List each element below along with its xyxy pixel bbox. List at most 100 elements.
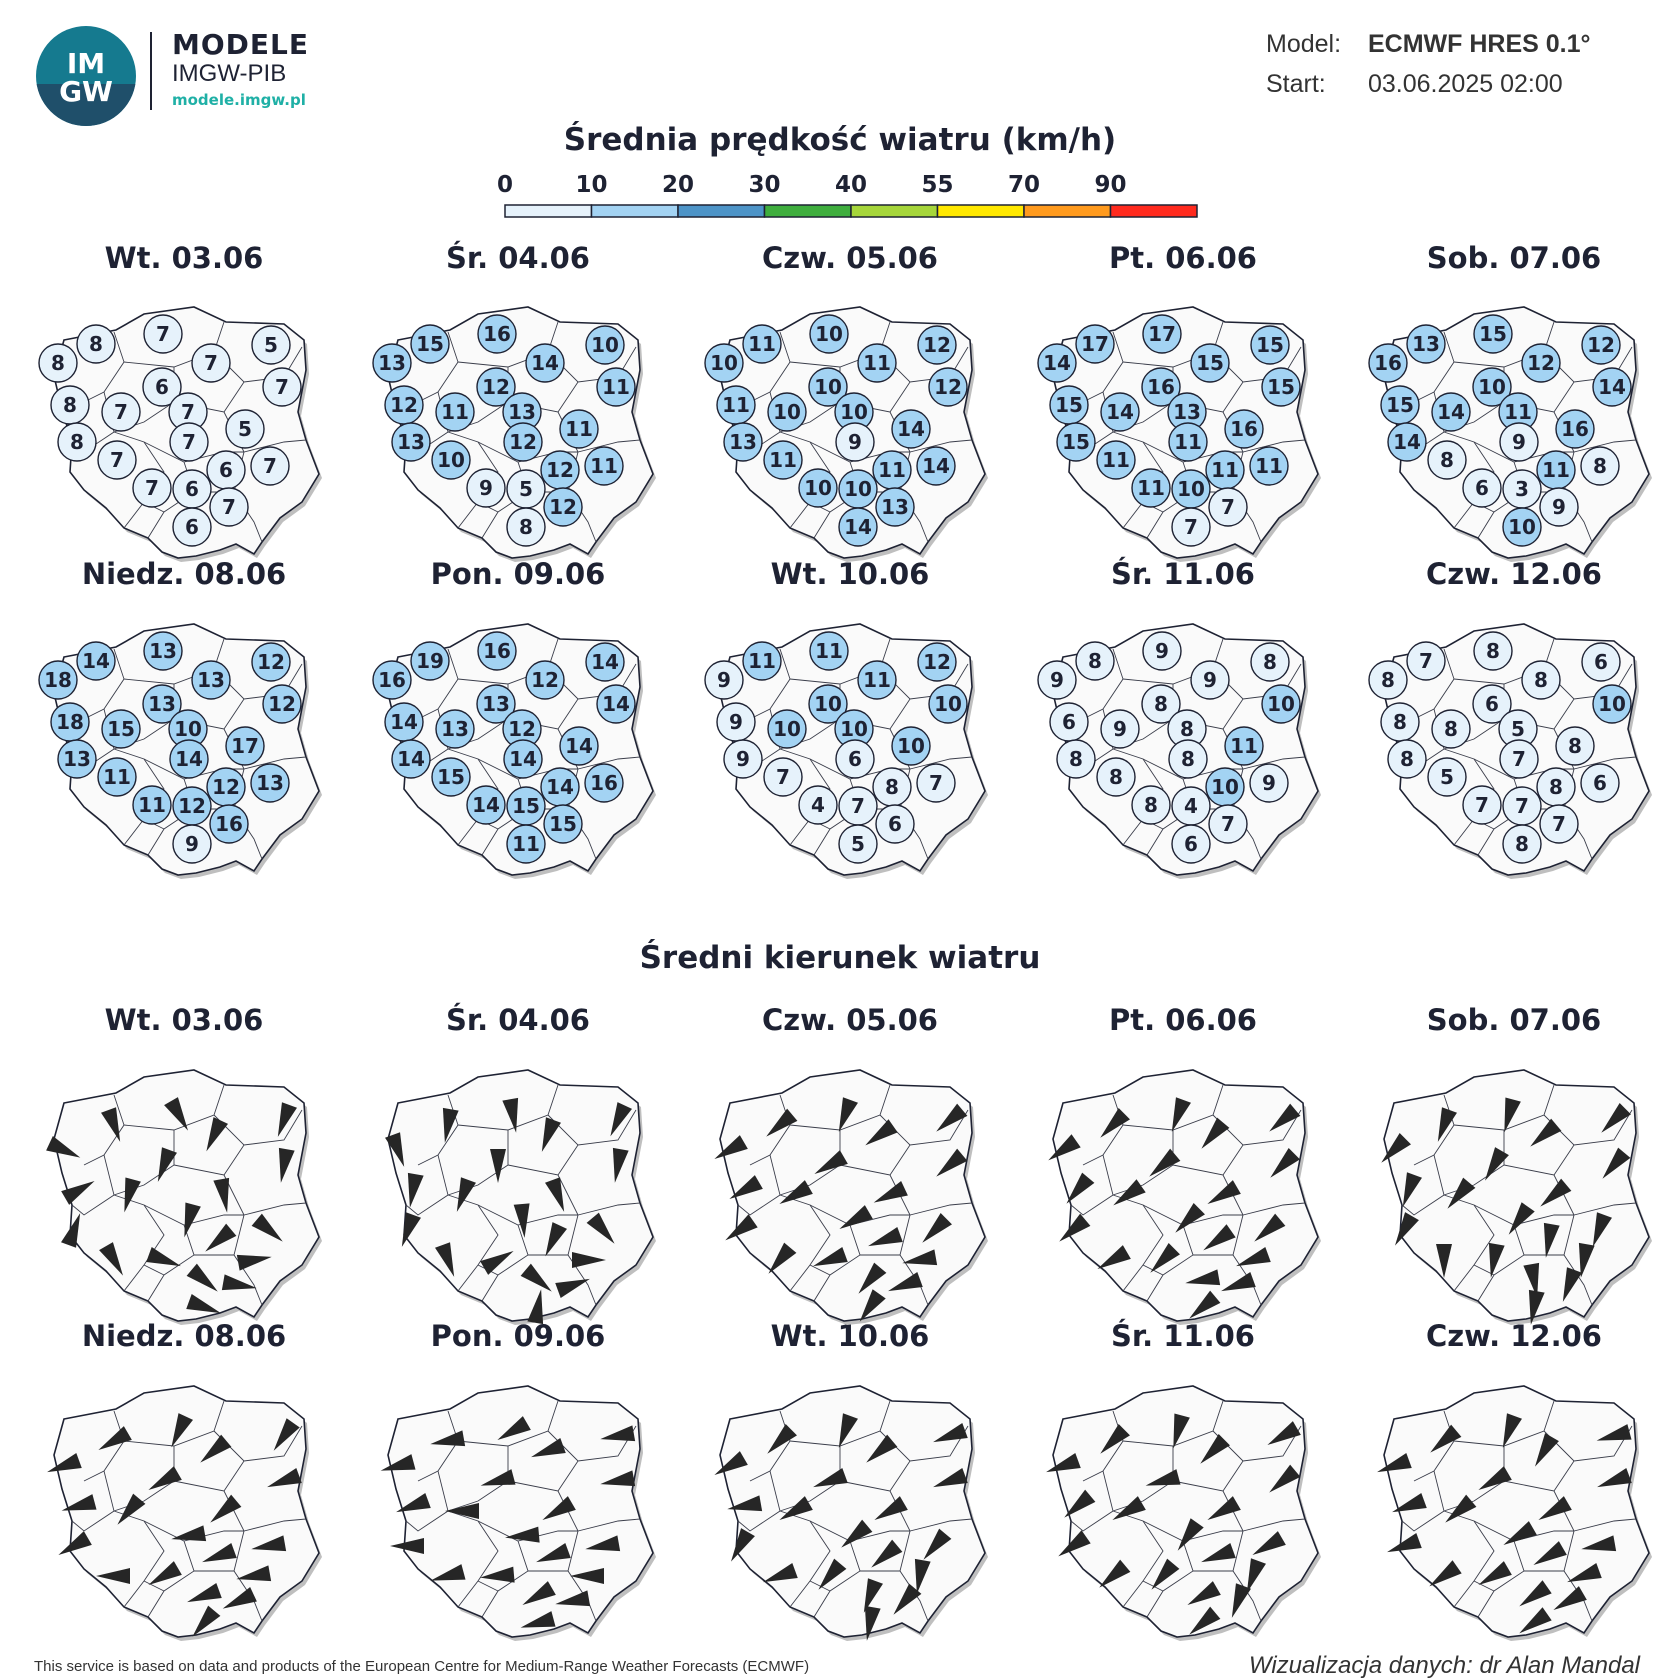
- speed-value: 8: [1144, 793, 1158, 817]
- model-value: ECMWF HRES 0.1°: [1368, 30, 1591, 58]
- speed-value: 12: [934, 375, 962, 399]
- direction-arrow: [1046, 1453, 1081, 1473]
- direction-map: [1048, 1069, 1321, 1325]
- direction-arrow: [729, 1175, 763, 1199]
- direction-arrow: [1207, 1496, 1241, 1520]
- direction-arrow: [1270, 1148, 1300, 1178]
- speed-marker: [1499, 739, 1539, 779]
- region-border: [1232, 1530, 1244, 1572]
- speed-value: 12: [268, 692, 296, 716]
- direction-arrow: [401, 1212, 421, 1247]
- direction-arrow: [1189, 1606, 1221, 1635]
- speed-marker: [584, 446, 624, 486]
- speed-value: 6: [888, 812, 902, 836]
- speed-marker: [209, 804, 249, 844]
- direction-arrow: [600, 1470, 636, 1487]
- direction-arrow: [766, 1108, 798, 1137]
- region-border: [123, 1084, 225, 1131]
- speed-value: 10: [710, 351, 738, 375]
- speed-marker: [251, 325, 291, 365]
- region-border: [1443, 431, 1495, 529]
- direction-arrow: [430, 1430, 466, 1447]
- speed-value: 16: [1147, 375, 1175, 399]
- direction-arrow: [124, 1177, 141, 1213]
- speed-marker: [1427, 440, 1467, 480]
- speed-value: 19: [416, 649, 444, 673]
- speed-value: 6: [1062, 710, 1076, 734]
- speed-value: 14: [546, 775, 574, 799]
- speed-value: 14: [844, 515, 872, 539]
- imgw-logo: IM GW: [36, 26, 136, 126]
- direction-arrow: [731, 1528, 755, 1562]
- direction-map: [46, 1069, 322, 1325]
- direction-arrow: [936, 1103, 968, 1132]
- speed-marker: [525, 343, 565, 383]
- speed-value: 13: [508, 400, 536, 424]
- direction-arrow: [278, 1147, 295, 1183]
- speed-value: 8: [89, 332, 103, 356]
- direction-arrow: [210, 1494, 242, 1523]
- speed-marker: [857, 660, 897, 700]
- speed-marker: [857, 343, 897, 383]
- region-border: [1453, 1400, 1555, 1447]
- direction-arrow: [1201, 1117, 1230, 1149]
- direction-arrow: [1503, 1521, 1537, 1545]
- direction-map: [1377, 1385, 1652, 1641]
- speed-value: 11: [1102, 448, 1130, 472]
- speed-marker: [1462, 785, 1502, 825]
- region-border: [223, 1174, 307, 1216]
- direction-arrow: [251, 1535, 287, 1552]
- speed-marker: [477, 631, 517, 671]
- speed-marker: [1261, 367, 1301, 407]
- region-border: [899, 1530, 911, 1572]
- direction-arrow: [1602, 1147, 1631, 1179]
- region-border: [1443, 1510, 1495, 1608]
- speed-marker: [1168, 739, 1208, 779]
- speed-value: 8: [1440, 448, 1454, 472]
- region-border: [737, 1154, 781, 1216]
- brand-url[interactable]: modele.imgw.pl: [172, 91, 306, 109]
- speed-marker: [1368, 660, 1408, 700]
- direction-arrow: [542, 1496, 576, 1520]
- speed-marker: [1581, 325, 1621, 365]
- speed-marker: [1096, 757, 1136, 797]
- speed-value: 7: [1552, 812, 1566, 836]
- region-border: [809, 1204, 910, 1226]
- direction-arrow: [1252, 1531, 1286, 1555]
- speed-value: 12: [1587, 333, 1615, 357]
- speed-value: 12: [923, 650, 951, 674]
- region-border: [1122, 1400, 1224, 1447]
- speed-value: 11: [815, 639, 843, 663]
- legend-tick: 90: [1094, 172, 1127, 198]
- speed-marker: [1521, 660, 1561, 700]
- speed-marker: [391, 739, 431, 779]
- direction-arrow: [184, 1202, 201, 1238]
- speed-value: 14: [922, 454, 950, 478]
- direction-arrow: [202, 1543, 237, 1563]
- speed-value: 15: [437, 765, 465, 789]
- direction-arrow: [96, 1568, 130, 1584]
- region-border: [1443, 748, 1495, 846]
- speed-marker: [543, 804, 583, 844]
- speed-marker: [431, 440, 471, 480]
- speed-marker: [132, 785, 172, 825]
- direction-arrow: [1048, 1134, 1081, 1161]
- direction-arrow: [1488, 1242, 1505, 1278]
- speed-marker: [1521, 343, 1561, 383]
- direction-arrow: [858, 1262, 887, 1294]
- speed-value: 14: [1598, 375, 1626, 399]
- region-border: [813, 1540, 861, 1618]
- speed-marker: [250, 763, 290, 803]
- legend-tick: 20: [661, 172, 695, 198]
- direction-arrow: [1100, 1108, 1130, 1138]
- speed-value: 4: [811, 793, 825, 817]
- speed-value: 7: [222, 495, 236, 519]
- direction-arrow: [99, 1242, 123, 1276]
- region-border: [1082, 648, 1124, 720]
- speed-marker: [543, 487, 583, 527]
- speed-value: 14: [397, 747, 425, 771]
- speed-marker: [132, 468, 172, 508]
- speed-value: 13: [63, 747, 91, 771]
- direction-arrow: [864, 1605, 881, 1641]
